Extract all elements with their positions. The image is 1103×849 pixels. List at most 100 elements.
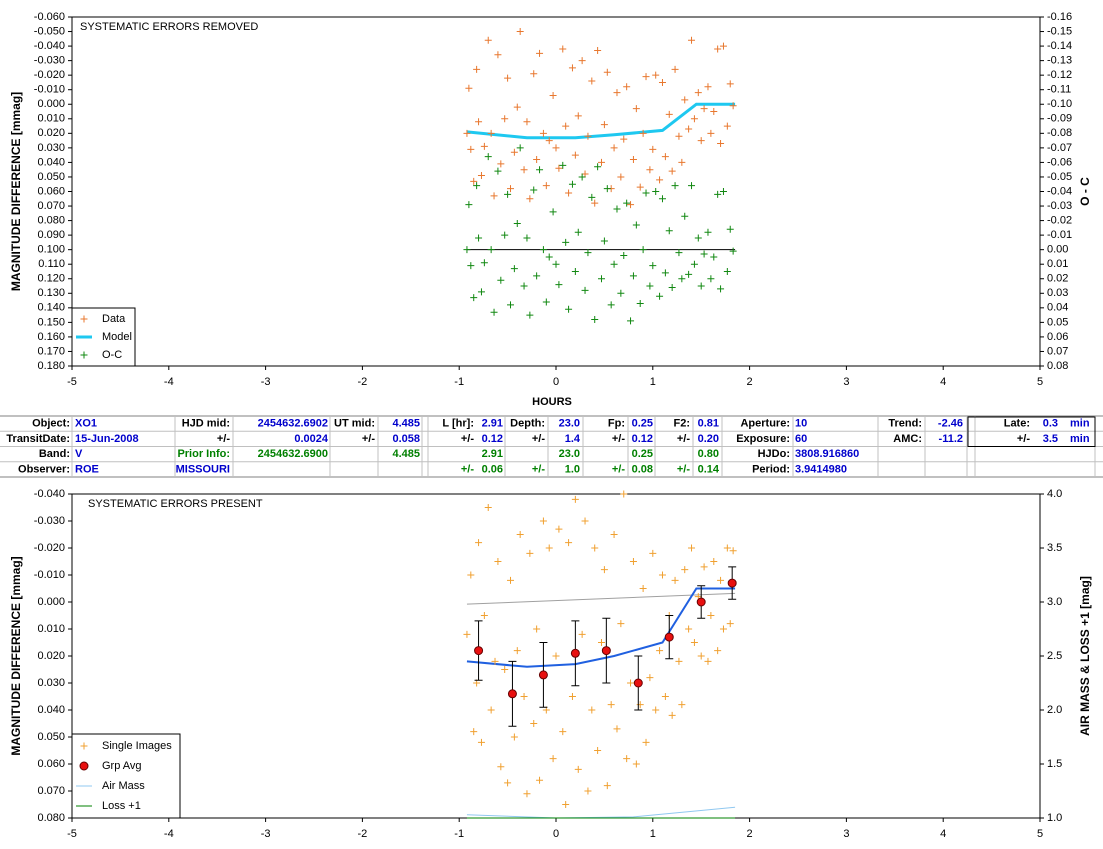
data-point [632, 105, 640, 113]
data-point [510, 148, 518, 156]
data-point [480, 142, 488, 150]
data-point [629, 558, 637, 565]
data-point [661, 269, 669, 277]
table-label: TransitDate: [6, 433, 70, 445]
legend-label: Data [102, 313, 126, 325]
table-value: 0.06 [482, 463, 503, 475]
data-point [688, 182, 696, 190]
data-point [491, 657, 499, 665]
data-point [578, 173, 586, 181]
data-point [487, 246, 495, 254]
legend-marker [80, 742, 88, 750]
data-point [594, 747, 602, 754]
data-point [661, 693, 669, 700]
data-point [714, 647, 722, 655]
y2-tick-label: -0.01 [1047, 229, 1072, 241]
table-label: +/- [461, 433, 474, 445]
table-label: +/- [612, 433, 625, 445]
data-point [688, 544, 696, 552]
table-label: L [hr]: [442, 418, 474, 430]
table-label: +/- [612, 463, 625, 475]
data-point [477, 738, 485, 746]
data-point [668, 283, 676, 291]
data-point [591, 544, 599, 552]
y-tick-label: 0.030 [37, 677, 65, 689]
data-point [581, 517, 589, 525]
data-point [697, 652, 705, 660]
y2-tick-label: -0.10 [1047, 98, 1072, 110]
data-point [520, 282, 528, 290]
data-point [704, 657, 712, 665]
data-point [552, 260, 560, 268]
data-point [574, 765, 582, 773]
data-point [694, 89, 702, 97]
data-point [475, 539, 483, 547]
data-point [719, 188, 727, 195]
group-average [507, 689, 517, 699]
table-value: 0.25 [632, 418, 653, 430]
data-point [623, 83, 631, 91]
data-point [542, 298, 550, 306]
x-tick-label: -3 [261, 828, 271, 840]
table-label: Late: [1004, 418, 1030, 430]
y2-tick-label: -0.14 [1047, 40, 1072, 52]
y2-tick-label: 0.06 [1047, 331, 1068, 343]
y2-tick-label: -0.08 [1047, 127, 1072, 139]
data-point [530, 70, 538, 78]
y2-tick-label: 0.05 [1047, 316, 1068, 328]
data-point [726, 80, 734, 88]
data-point [588, 193, 596, 201]
data-point [610, 144, 618, 152]
data-point [487, 706, 495, 714]
data-point [652, 706, 660, 714]
data-point [700, 250, 708, 258]
x-tick-label: 1 [650, 376, 656, 388]
data-point [497, 160, 505, 168]
x-tick-label: 2 [747, 828, 753, 840]
data-point [549, 208, 557, 216]
data-point [497, 763, 505, 771]
table-label: +/- [217, 433, 230, 445]
data-point [729, 547, 737, 555]
data-point [475, 234, 483, 242]
y-tick-label: 0.020 [37, 127, 65, 139]
data-point [681, 96, 689, 104]
data-point [549, 755, 557, 763]
data-point [642, 189, 650, 197]
legend-box [71, 733, 181, 819]
data-point [697, 282, 705, 290]
data-point [539, 246, 547, 254]
y-tick-label: 0.010 [37, 113, 65, 125]
data-point [617, 173, 625, 181]
table-value: 0.058 [392, 433, 420, 445]
data-point [613, 725, 621, 733]
x-tick-label: 5 [1037, 376, 1043, 388]
group-average [601, 646, 611, 656]
data-point [613, 89, 621, 97]
data-point [578, 57, 586, 65]
data-point [607, 701, 615, 709]
y2-tick-label: 0.08 [1047, 360, 1068, 372]
data-point [571, 151, 579, 159]
data-point [656, 647, 664, 655]
group-average [474, 646, 484, 656]
data-point [578, 630, 586, 638]
data-point [588, 77, 596, 85]
data-point [568, 180, 576, 188]
data-point [639, 246, 647, 254]
x-tick-label: -4 [164, 828, 174, 840]
data-point [470, 177, 478, 185]
data-point [594, 163, 602, 171]
y-tick-label: -0.030 [34, 55, 65, 67]
table-value: 4.485 [392, 448, 420, 460]
table-value: 2454632.6900 [258, 448, 328, 460]
data-point [516, 28, 524, 36]
data-point [581, 170, 589, 178]
x-tick-label: 2 [747, 376, 753, 388]
data-point [600, 566, 608, 574]
data-point [480, 259, 488, 267]
data-point [707, 612, 715, 619]
y2-tick-label: 3.0 [1047, 596, 1062, 608]
data-point [545, 544, 553, 552]
y2-tick-label: -0.02 [1047, 214, 1072, 226]
